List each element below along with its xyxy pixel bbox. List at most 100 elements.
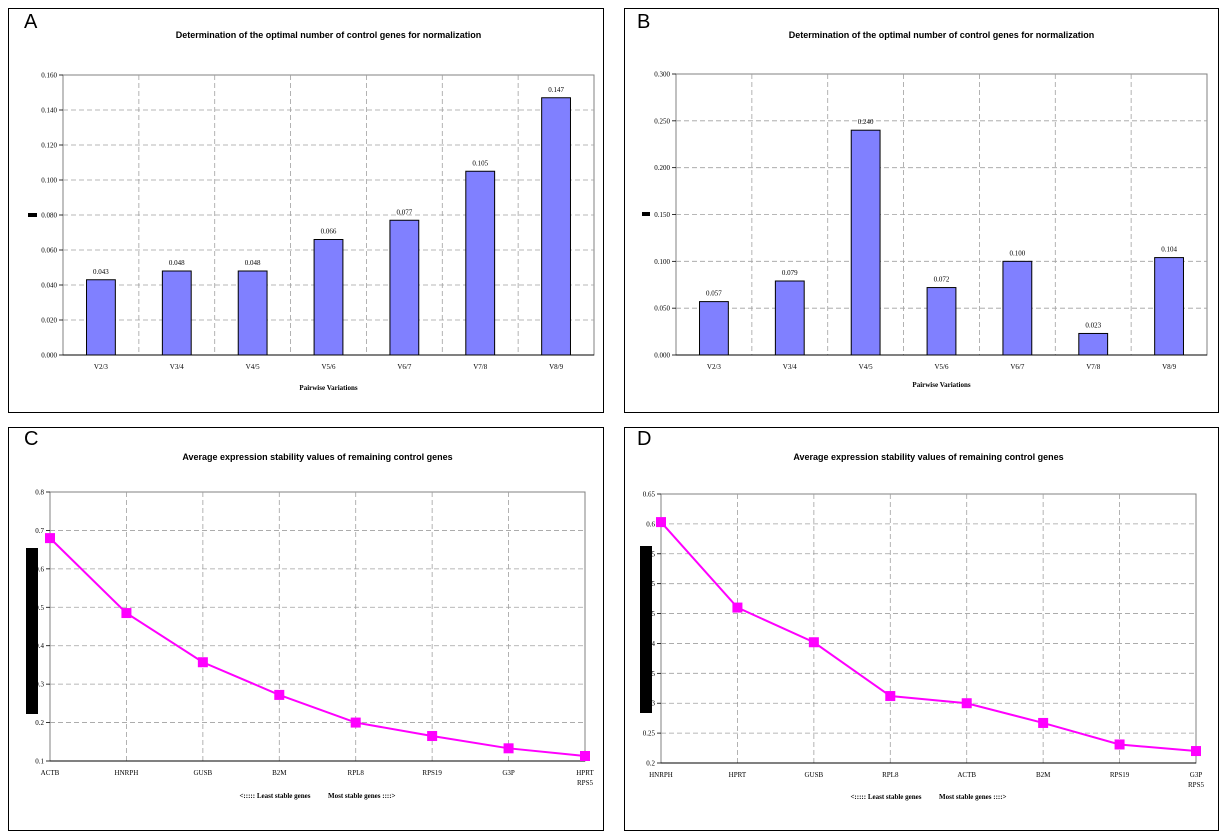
bar <box>237 270 268 356</box>
y-tick-label: 0.1 <box>35 758 44 766</box>
bar-value-label: 0.048 <box>245 259 261 267</box>
bar-value-label: 0.079 <box>782 269 798 277</box>
bar-value-label: 0.043 <box>93 268 109 276</box>
data-point <box>580 751 590 762</box>
x-tick-label: V8/9 <box>1162 363 1177 371</box>
chart-panel-b: B Determination of the optimal number of… <box>624 8 1219 413</box>
x-tick-label: GUSB <box>805 771 824 779</box>
data-point <box>350 717 361 728</box>
chart-panel-a: A Determination of the optimal number of… <box>8 8 604 413</box>
chart-title: Determination of the optimal number of c… <box>789 30 1095 40</box>
x-tick-label: V7/8 <box>1086 363 1101 371</box>
x-axis-label: Pairwise Variations <box>299 384 357 392</box>
y-tick-label: 0.5 <box>35 604 44 612</box>
bar-value-label: 0.048 <box>169 259 185 267</box>
x-tick-label: RPS19 <box>422 769 442 777</box>
x-tick-label: V3/4 <box>170 363 185 371</box>
panel-letter-b: B <box>637 11 651 33</box>
y-tick-label: 0.6 <box>35 565 44 573</box>
y-tick-label: 0.6 <box>646 520 655 528</box>
bar <box>389 219 420 356</box>
x-tick-label: V3/4 <box>783 363 798 371</box>
bar <box>1154 257 1184 356</box>
data-point <box>808 637 819 648</box>
x-tick-label: GUSB <box>194 769 213 777</box>
x-tick-label: RPL8 <box>882 771 899 779</box>
y-tick-label: 0.120 <box>41 142 57 150</box>
line-chart-c: Average expression stability values of r… <box>26 452 594 800</box>
y-tick-label: 0.7 <box>35 527 44 535</box>
y-tick-label: 0.300 <box>654 71 670 79</box>
x-tick-label: V4/5 <box>246 363 261 371</box>
data-point <box>274 689 285 700</box>
bar-value-label: 0.066 <box>321 228 337 236</box>
x-tick-label: V5/6 <box>935 363 950 371</box>
data-point <box>961 698 972 709</box>
bar-value-label: 0.147 <box>548 86 564 94</box>
bar <box>1002 260 1033 356</box>
y-tick-label: 0.3 <box>35 681 44 689</box>
bar-value-label: 0.023 <box>1085 321 1101 329</box>
bar <box>850 129 881 356</box>
y-tick-label: 0.080 <box>41 212 57 220</box>
chart-panel-c: C Average expression stability values of… <box>8 427 604 831</box>
x-tick-label: RPL8 <box>348 769 365 777</box>
bar-value-label: 0.104 <box>1161 246 1177 254</box>
bar <box>541 97 571 356</box>
data-point <box>1038 717 1049 728</box>
line-chart-d: Average expression stability values of r… <box>640 452 1204 801</box>
bar <box>699 301 729 356</box>
bar <box>161 270 192 356</box>
x-tick-label: V6/7 <box>397 363 412 371</box>
bar-value-label: 0.100 <box>1009 249 1025 257</box>
x-axis-label: <::::: Least stable genes Most stable ge… <box>850 793 1006 801</box>
x-tick-label: V4/5 <box>859 363 874 371</box>
data-point <box>1191 746 1201 757</box>
bar-value-label: 0.072 <box>934 276 950 284</box>
x-tick-label: HNRPH <box>115 769 139 777</box>
chart-title: Average expression stability values of r… <box>182 452 452 462</box>
panel-letter-d: D <box>637 428 652 450</box>
x-tick-label: ACTB <box>957 771 976 779</box>
bar <box>926 287 957 356</box>
y-tick-label: 0.160 <box>41 72 57 80</box>
y-axis-label-marker <box>642 212 650 216</box>
y-tick-label: 0.100 <box>654 258 670 266</box>
x-tick-label: HNRPH <box>649 771 673 779</box>
bar-value-label: 0.057 <box>706 290 722 298</box>
panel-letter-c: C <box>24 428 39 450</box>
x-tick-label: G3P RPS5 <box>1188 771 1204 789</box>
plot-area <box>49 491 586 762</box>
y-tick-label: 0.020 <box>41 317 57 325</box>
y-tick-label: 0.040 <box>41 282 57 290</box>
series-line <box>49 537 586 757</box>
series-line <box>660 521 1197 753</box>
panel-letter-a: A <box>24 11 38 33</box>
bar-chart-b: Determination of the optimal number of c… <box>642 30 1208 389</box>
data-point <box>732 602 743 613</box>
y-tick-label: 0.150 <box>654 211 670 219</box>
y-tick-label: 0.4 <box>35 642 44 650</box>
bar <box>313 239 344 356</box>
y-tick-label: 0.2 <box>646 760 655 768</box>
y-tick-label: 0.140 <box>41 107 57 115</box>
data-point <box>121 608 132 619</box>
y-axis-label-marker <box>26 548 38 714</box>
y-tick-label: 0.000 <box>41 352 57 360</box>
x-tick-label: HPRT <box>729 771 747 779</box>
data-point <box>197 657 208 668</box>
y-tick-label: 0.100 <box>41 177 57 185</box>
data-point <box>1114 739 1125 750</box>
chart-panel-d: D Average expression stability values of… <box>624 427 1219 831</box>
data-point <box>656 517 666 528</box>
y-tick-label: 0.65 <box>643 491 656 499</box>
bar <box>86 279 116 356</box>
x-tick-label: V2/3 <box>707 363 722 371</box>
x-tick-label: V5/6 <box>322 363 337 371</box>
y-tick-label: 0.25 <box>643 730 656 738</box>
x-tick-label: ACTB <box>41 769 60 777</box>
bar <box>465 170 496 356</box>
data-point <box>503 743 514 754</box>
x-tick-label: V8/9 <box>549 363 564 371</box>
plot-area <box>660 493 1197 764</box>
